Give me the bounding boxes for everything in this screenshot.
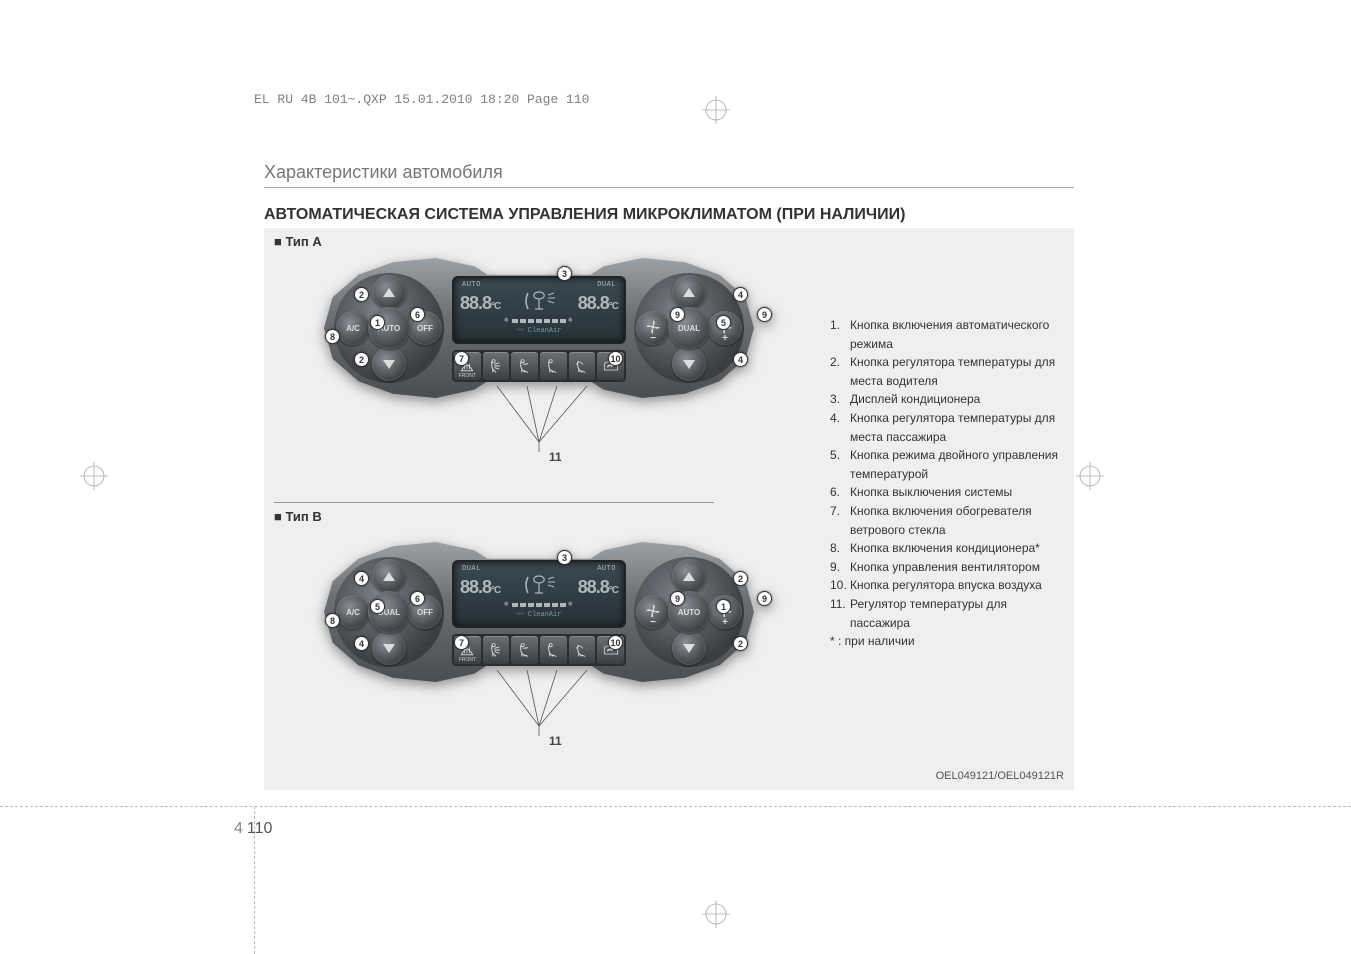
callout-9: 9 <box>757 591 772 606</box>
temp-up-passenger-button[interactable] <box>672 559 706 593</box>
floor-vent-button[interactable] <box>540 352 567 380</box>
type-a-label: ■ Тип A <box>264 228 1074 255</box>
fan-down-button[interactable]: − <box>636 311 670 345</box>
callout-5: 5 <box>716 315 731 330</box>
legend-item: 3.Дисплей кондиционера <box>830 390 1058 409</box>
figure-reference: OEL049121/OEL049121R <box>936 770 1064 782</box>
callout-6: 6 <box>410 307 425 322</box>
mode-button-row: FRONT <box>452 350 626 382</box>
legend-item: 7.Кнопка включения обогревателя ветровог… <box>830 502 1058 539</box>
mode-button-row-b: FRONT <box>452 634 626 666</box>
crop-mark-left <box>80 462 108 490</box>
display-dual-indicator: DUAL <box>597 281 616 289</box>
trim-line-h <box>0 806 1351 807</box>
callout-4: 4 <box>354 571 369 586</box>
face-vent-button[interactable] <box>483 636 510 664</box>
callout-2: 2 <box>354 287 369 302</box>
legend-item: 5.Кнопка режима двойного управления темп… <box>830 446 1058 483</box>
temp-down-passenger-button[interactable] <box>672 631 706 665</box>
main-title: АВТОМАТИЧЕСКАЯ СИСТЕМА УПРАВЛЕНИЯ МИКРОК… <box>264 206 905 224</box>
floor-defrost-button[interactable] <box>569 636 596 664</box>
fan-speed-bars: ❄❄ <box>454 319 624 323</box>
leader-lines-b <box>452 670 626 740</box>
display-auto-indicator: AUTO <box>462 281 481 289</box>
fan-down-button[interactable]: − <box>636 595 670 629</box>
temp-up-button[interactable] <box>372 559 406 593</box>
callout-1: 1 <box>370 315 385 330</box>
legend-item: 6.Кнопка выключения системы <box>830 483 1058 502</box>
clean-air-label: 〰 CleanAir <box>454 325 624 335</box>
bilevel-vent-button[interactable] <box>511 636 538 664</box>
figure-area: ■ Тип A A/C OFF AUTO − + DUAL <box>264 228 1074 790</box>
legend: 1.Кнопка включения автоматического режим… <box>830 316 1058 651</box>
callout-6: 6 <box>410 591 425 606</box>
temp-down-button[interactable] <box>372 347 406 381</box>
crop-mark-right <box>1076 462 1104 490</box>
callout-4: 4 <box>733 287 748 302</box>
callout-4: 4 <box>733 352 748 367</box>
type-b-label: ■ Тип B <box>274 502 714 524</box>
callout-8: 8 <box>325 613 340 628</box>
bilevel-vent-button[interactable] <box>511 352 538 380</box>
legend-item: 1.Кнопка включения автоматического режим… <box>830 316 1058 353</box>
callout-7: 7 <box>454 351 469 366</box>
left-control-cluster-b: A/C OFF DUAL <box>334 557 444 667</box>
legend-item: 9.Кнопка управления вентилятором <box>830 558 1058 577</box>
display-auto-indicator: AUTO <box>597 565 616 573</box>
callout-2: 2 <box>354 352 369 367</box>
display-dual-indicator: DUAL <box>462 565 481 573</box>
callout-7: 7 <box>454 635 469 650</box>
ac-button[interactable]: A/C <box>336 311 370 345</box>
airflow-icon <box>522 289 556 318</box>
legend-footnote: * : при наличии <box>830 632 1058 651</box>
page-header: EL RU 4B 101~.QXP 15.01.2010 18:20 Page … <box>254 92 589 107</box>
floor-defrost-button[interactable] <box>569 352 596 380</box>
temp-up-button[interactable] <box>372 275 406 309</box>
eleven-label-b: 11 <box>549 734 562 748</box>
fan-speed-bars: ❄❄ <box>454 603 624 607</box>
callout-9: 9 <box>670 307 685 322</box>
climate-display-b: DUAL AUTO 88.8°C 88.8°C ❄❄ 〰 CleanAir <box>452 560 626 628</box>
climate-display: AUTO DUAL 88.8°C 88.8°C ❄❄ 〰 CleanAir <box>452 276 626 344</box>
callout-2: 2 <box>733 636 748 651</box>
callout-9: 9 <box>757 307 772 322</box>
callout-8: 8 <box>325 329 340 344</box>
callout-4: 4 <box>354 636 369 651</box>
ac-button[interactable]: A/C <box>336 595 370 629</box>
legend-item: 10.Кнопка регулятора впуска воздуха <box>830 576 1058 595</box>
legend-item: 8.Кнопка включения кондиционера* <box>830 539 1058 558</box>
callout-9: 9 <box>670 591 685 606</box>
driver-temp-reading: 88.8°C <box>460 293 500 314</box>
callout-3: 3 <box>557 266 572 281</box>
climate-panel-type-b: A/C OFF DUAL − + AUTO DUAL AUTO 88.8°C <box>324 542 754 712</box>
passenger-temp-reading: 88.8°C <box>578 293 618 314</box>
eleven-label-a: 11 <box>549 450 562 464</box>
temp-up-passenger-button[interactable] <box>672 275 706 309</box>
climate-panel-type-a: A/C OFF AUTO − + DUAL AUTO DUAL 88.8°C <box>324 258 754 428</box>
section-title: Характеристики автомобиля <box>264 162 1074 188</box>
passenger-temp-reading: 88.8°C <box>578 577 618 598</box>
legend-item: 11.Регулятор температуры для пассажира <box>830 595 1058 632</box>
callout-10: 10 <box>608 351 623 366</box>
floor-vent-button[interactable] <box>540 636 567 664</box>
leader-lines-a <box>452 386 626 456</box>
legend-item: 2.Кнопка регулятора температуры для мест… <box>830 353 1058 390</box>
airflow-icon <box>522 573 556 602</box>
callout-10: 10 <box>608 635 623 650</box>
temp-down-passenger-button[interactable] <box>672 347 706 381</box>
left-control-cluster: A/C OFF AUTO <box>334 273 444 383</box>
page-number: 4110 <box>234 820 272 838</box>
callout-2: 2 <box>733 571 748 586</box>
crop-mark-bottom <box>702 900 730 928</box>
legend-item: 4.Кнопка регулятора температуры для мест… <box>830 409 1058 446</box>
driver-temp-reading: 88.8°C <box>460 577 500 598</box>
callout-3: 3 <box>557 550 572 565</box>
callout-5: 5 <box>370 599 385 614</box>
crop-mark-top <box>702 96 730 124</box>
temp-down-button[interactable] <box>372 631 406 665</box>
clean-air-label: 〰 CleanAir <box>454 609 624 619</box>
face-vent-button[interactable] <box>483 352 510 380</box>
callout-1: 1 <box>716 599 731 614</box>
